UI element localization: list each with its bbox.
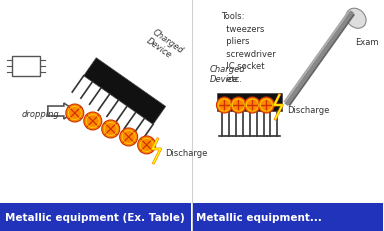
Text: Charged
Device: Charged Device: [145, 28, 185, 64]
Circle shape: [102, 120, 120, 138]
Ellipse shape: [346, 9, 366, 29]
Circle shape: [258, 98, 274, 113]
Polygon shape: [84, 58, 166, 125]
Bar: [0, 0, 192, 201]
Text: Charged
Device: Charged Device: [209, 64, 245, 84]
Circle shape: [230, 98, 247, 113]
FancyArrow shape: [48, 103, 76, 119]
Bar: [0, 203, 190, 231]
Bar: [217, 94, 282, 112]
Text: Metallic equipment (Ex. Table): Metallic equipment (Ex. Table): [5, 212, 185, 222]
Text: Exam: Exam: [355, 37, 379, 46]
Bar: [12, 57, 40, 77]
Circle shape: [244, 98, 260, 113]
Circle shape: [84, 112, 102, 130]
Circle shape: [137, 136, 156, 154]
Circle shape: [66, 105, 84, 122]
Bar: [192, 0, 383, 231]
Circle shape: [120, 128, 137, 146]
Text: Discharge: Discharge: [166, 149, 208, 158]
Text: Tools:
  tweezers
  pliers
  screwdriver
  IC socket
  etc.: Tools: tweezers pliers screwdriver IC so…: [222, 12, 276, 83]
Text: Discharge: Discharge: [287, 105, 329, 114]
Bar: [192, 203, 383, 231]
Text: dropping: dropping: [22, 109, 60, 118]
Circle shape: [217, 98, 232, 113]
Text: Metallic equipment...: Metallic equipment...: [197, 212, 323, 222]
